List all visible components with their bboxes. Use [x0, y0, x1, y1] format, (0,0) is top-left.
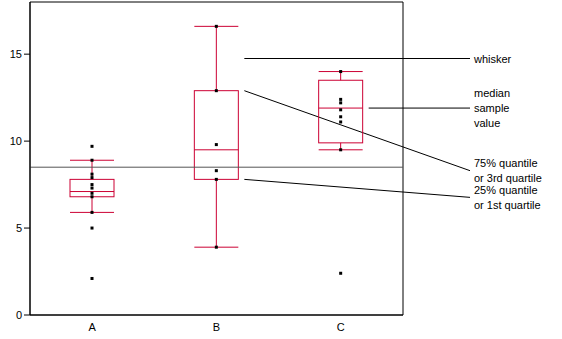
svg-text:10: 10	[10, 135, 22, 147]
svg-text:75% quantileor 3rd quartile: 75% quantileor 3rd quartile	[474, 157, 542, 184]
svg-text:25% quantileor 1st quartile: 25% quantileor 1st quartile	[474, 184, 541, 211]
svg-text:0: 0	[16, 309, 22, 321]
svg-text:C: C	[337, 321, 345, 333]
svg-text:5: 5	[16, 222, 22, 234]
svg-text:whisker: whisker	[473, 53, 512, 65]
svg-text:B: B	[213, 321, 220, 333]
svg-text:15: 15	[10, 48, 22, 60]
svg-text:A: A	[88, 321, 96, 333]
svg-text:mediansamplevalue: mediansamplevalue	[474, 87, 510, 129]
